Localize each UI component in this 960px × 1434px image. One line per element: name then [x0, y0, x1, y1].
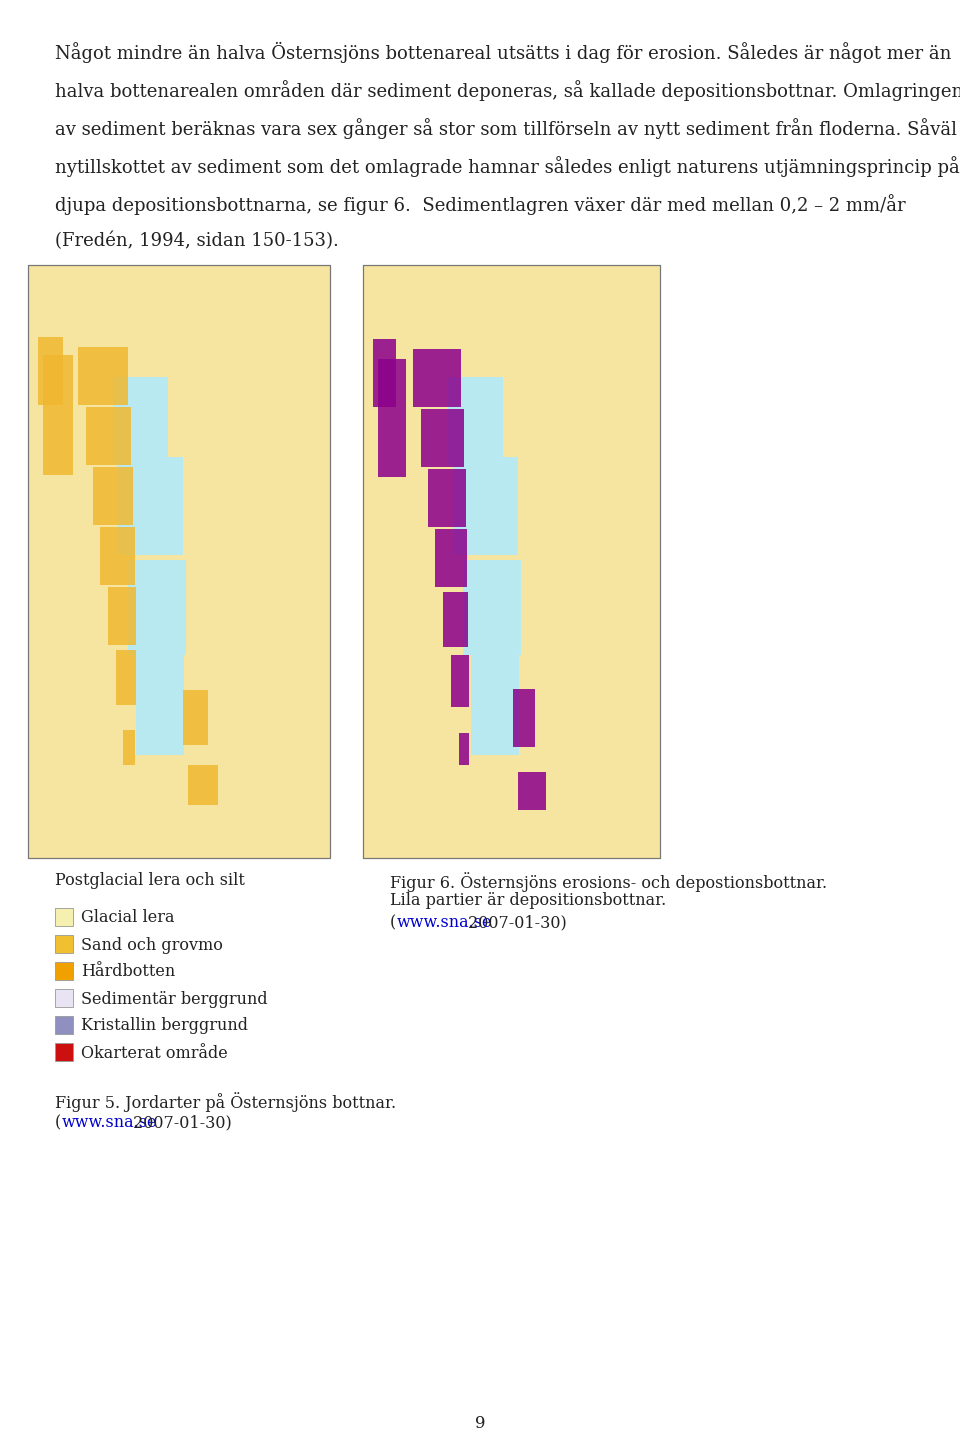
Text: Sand och grovmo: Sand och grovmo	[81, 936, 223, 954]
Bar	[518, 771, 546, 810]
Text: nytillskottet av sediment som det omlagrade hamnar således enligt naturens utjäm: nytillskottet av sediment som det omlagr…	[55, 156, 960, 176]
Text: Lila partier är depositionsbottnar.: Lila partier är depositionsbottnar.	[390, 892, 666, 909]
Bar	[78, 347, 128, 404]
Bar	[459, 733, 469, 764]
Text: halva bottenarealen områden där sediment deponeras, så kallade depositionsbottna: halva bottenarealen områden där sediment…	[55, 80, 960, 100]
Text: Figur 6. Östernsjöns erosions- och depostionsbottnar.: Figur 6. Östernsjöns erosions- och depos…	[390, 872, 828, 892]
Text: 9: 9	[475, 1415, 485, 1433]
Bar	[38, 337, 63, 404]
Bar	[373, 338, 396, 407]
Bar	[28, 265, 330, 858]
Bar	[123, 730, 135, 764]
Bar	[453, 457, 518, 555]
Text: (: (	[390, 913, 396, 931]
Bar	[451, 655, 469, 707]
Bar	[100, 528, 135, 585]
Text: av sediment beräknas vara sex gånger så stor som tillförseln av nytt sediment fr: av sediment beräknas vara sex gånger så …	[55, 118, 957, 139]
Text: Kristallin berggrund: Kristallin berggrund	[81, 1018, 248, 1034]
Bar	[116, 650, 136, 706]
Bar	[363, 265, 660, 858]
Bar	[435, 529, 467, 587]
Bar	[443, 592, 468, 647]
Bar	[188, 764, 218, 804]
Bar	[55, 962, 73, 979]
Bar	[363, 265, 660, 858]
Bar	[43, 356, 73, 475]
Bar	[28, 265, 330, 858]
Bar	[118, 457, 183, 555]
Text: Postglacial lera och silt: Postglacial lera och silt	[55, 872, 245, 889]
Bar	[113, 377, 168, 465]
Text: djupa depositionsbottnarna, se figur 6.  Sedimentlagren växer där med mellan 0,2: djupa depositionsbottnarna, se figur 6. …	[55, 194, 905, 215]
Bar	[55, 989, 73, 1007]
Text: 2007-01-30): 2007-01-30)	[129, 1114, 232, 1131]
Bar	[86, 407, 131, 465]
Bar	[55, 1043, 73, 1061]
Text: Något mindre än halva Östernsjöns bottenareal utsätts i dag för erosion. Således: Något mindre än halva Östernsjöns botten…	[55, 42, 951, 63]
Bar	[421, 409, 464, 467]
Text: www.sna.se: www.sna.se	[396, 913, 492, 931]
Bar	[448, 377, 503, 465]
Bar	[108, 587, 136, 645]
Text: Sedimentär berggrund: Sedimentär berggrund	[81, 991, 268, 1008]
Bar	[413, 348, 461, 407]
Text: (Fredén, 1994, sidan 150-153).: (Fredén, 1994, sidan 150-153).	[55, 232, 339, 251]
Text: Hårdbotten: Hårdbotten	[81, 964, 176, 981]
Bar	[428, 469, 466, 528]
Text: 2007-01-30): 2007-01-30)	[464, 913, 567, 931]
Text: Figur 5. Jordarter på Östernsjöns bottnar.: Figur 5. Jordarter på Östernsjöns bottna…	[55, 1093, 396, 1111]
Bar	[55, 935, 73, 954]
Bar	[55, 908, 73, 926]
Text: Glacial lera: Glacial lera	[81, 909, 175, 926]
Bar	[128, 561, 186, 655]
Bar	[471, 625, 519, 754]
Bar	[463, 561, 521, 655]
Bar	[513, 688, 535, 747]
Bar	[378, 358, 406, 478]
Text: Okarterat område: Okarterat område	[81, 1044, 228, 1061]
Text: www.sna.se: www.sna.se	[61, 1114, 157, 1131]
Bar	[136, 625, 184, 754]
Bar	[93, 467, 133, 525]
Bar	[183, 690, 208, 746]
Bar	[55, 1017, 73, 1034]
Text: (: (	[55, 1114, 61, 1131]
